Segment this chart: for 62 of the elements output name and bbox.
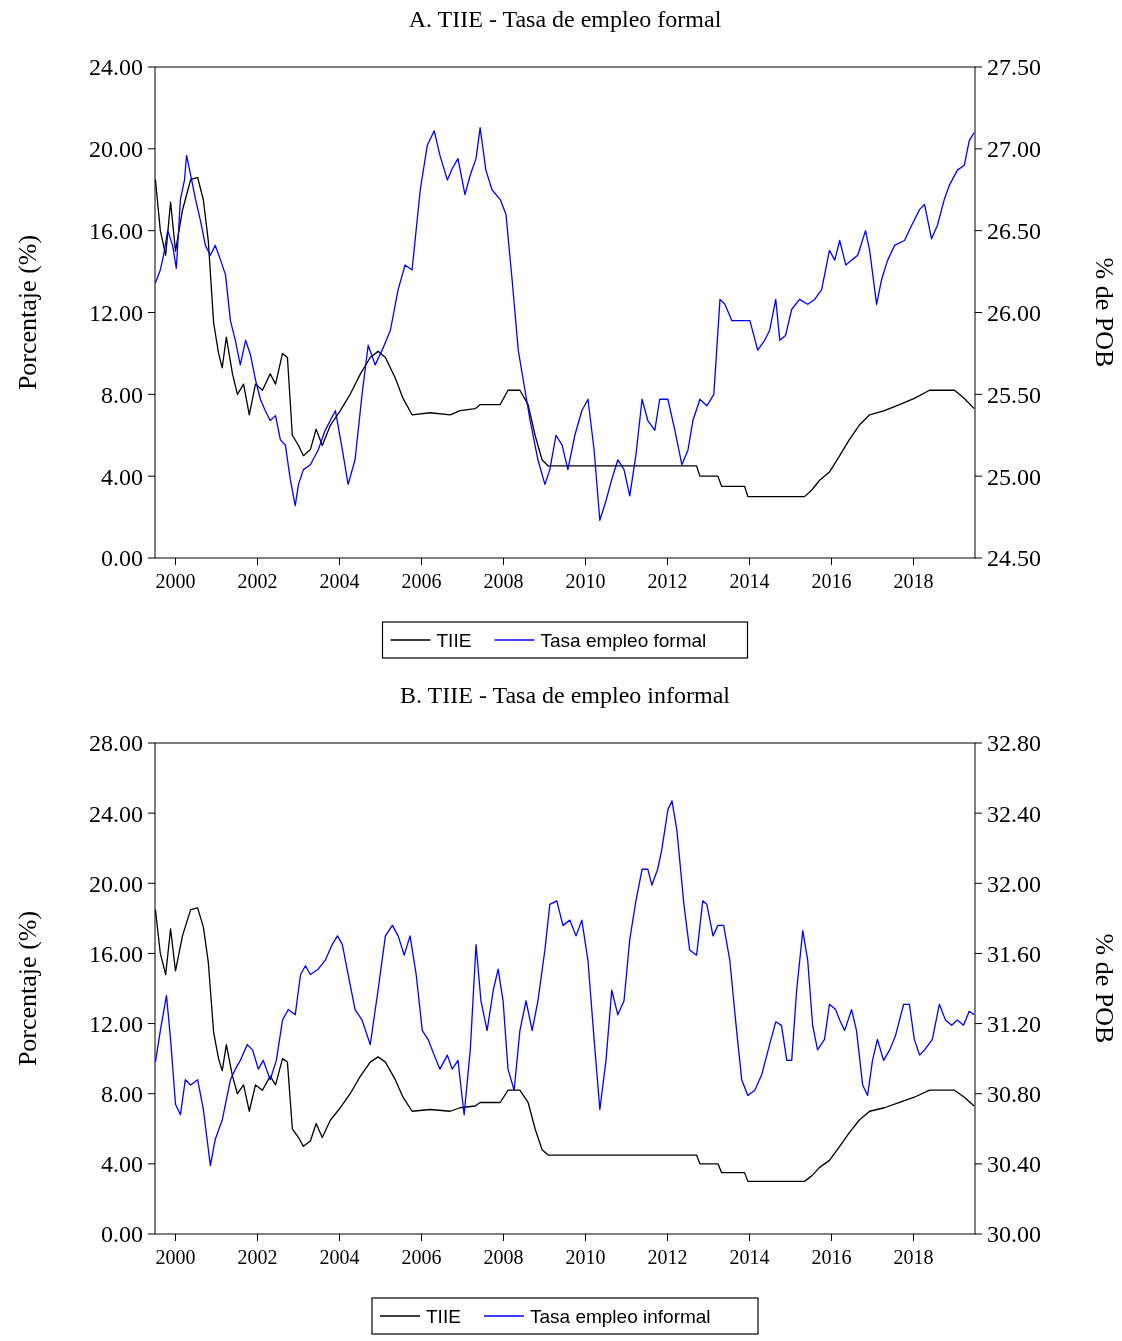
y2-tick-label: 26.00 [987, 299, 1041, 326]
line-series [154, 800, 975, 1167]
y2-tick-label: 25.00 [987, 463, 1041, 490]
chart-title: A. TIIE - Tasa de empleo formal [408, 6, 722, 32]
x-tick-label: 2010 [565, 570, 606, 592]
y-tick-label: 12.00 [89, 1010, 143, 1037]
y2-tick-label: 32.80 [987, 730, 1041, 757]
y2-tick-label: 27.00 [987, 136, 1041, 163]
x-tick-label: 2004 [319, 1246, 360, 1268]
x-tick-label: 2008 [483, 1246, 524, 1268]
x-tick-label: 2012 [647, 1246, 688, 1268]
y-tick-label: 0.00 [101, 1221, 143, 1248]
y2-axis-title: % de POB [1090, 257, 1119, 368]
y2-tick-label: 24.50 [987, 545, 1041, 572]
x-tick-label: 2014 [729, 570, 770, 592]
x-tick-label: 2002 [237, 570, 278, 592]
y2-tick-label: 31.20 [987, 1010, 1041, 1037]
y2-tick-label: 27.50 [987, 54, 1041, 81]
x-tick-label: 2018 [893, 570, 934, 592]
legend-label: TIIE [436, 629, 472, 651]
x-tick-label: 2000 [155, 1246, 196, 1268]
x-tick-label: 2006 [401, 1246, 442, 1268]
y-tick-label: 24.00 [89, 54, 143, 81]
y-tick-label: 16.00 [89, 218, 143, 245]
chart-title: B. TIIE - Tasa de empleo informal [400, 682, 731, 708]
y-tick-label: 4.00 [101, 1151, 143, 1178]
y2-tick-label: 31.60 [987, 940, 1041, 967]
line-series [154, 126, 975, 522]
y-axis-title: Porcentaje (%) [13, 910, 42, 1067]
y-tick-label: 8.00 [101, 381, 143, 408]
y-tick-label: 0.00 [101, 545, 143, 572]
y2-tick-label: 30.40 [987, 1151, 1041, 1178]
x-tick-label: 2016 [811, 1246, 852, 1268]
y-tick-label: 20.00 [89, 136, 143, 163]
y2-tick-label: 30.00 [987, 1221, 1041, 1248]
y-tick-label: 8.00 [101, 1081, 143, 1108]
y-tick-label: 28.00 [89, 730, 143, 757]
x-tick-label: 2004 [319, 570, 360, 592]
y-tick-label: 24.00 [89, 800, 143, 827]
y-tick-label: 16.00 [89, 940, 143, 967]
x-tick-label: 2014 [729, 1246, 770, 1268]
legend-label: Tasa empleo formal [540, 629, 707, 651]
y2-axis-title: % de POB [1090, 933, 1119, 1044]
y2-tick-label: 30.80 [987, 1081, 1041, 1108]
y2-tick-label: 32.40 [987, 800, 1041, 827]
x-tick-label: 2010 [565, 1246, 606, 1268]
y2-tick-label: 32.00 [987, 870, 1041, 897]
y2-tick-label: 26.50 [987, 218, 1041, 245]
legend-label: Tasa empleo informal [530, 1305, 711, 1327]
x-tick-label: 2018 [893, 1246, 934, 1268]
y-tick-label: 20.00 [89, 870, 143, 897]
y-tick-label: 4.00 [101, 463, 143, 490]
x-tick-label: 2016 [811, 570, 852, 592]
y-tick-label: 12.00 [89, 299, 143, 326]
x-tick-label: 2012 [647, 570, 688, 592]
y2-tick-label: 25.50 [987, 381, 1041, 408]
x-tick-label: 2006 [401, 570, 442, 592]
y-axis-title: Porcentaje (%) [13, 234, 42, 391]
x-tick-label: 2000 [155, 570, 196, 592]
x-tick-label: 2008 [483, 570, 524, 592]
legend-label: TIIE [426, 1305, 461, 1327]
x-tick-label: 2002 [237, 1246, 278, 1268]
